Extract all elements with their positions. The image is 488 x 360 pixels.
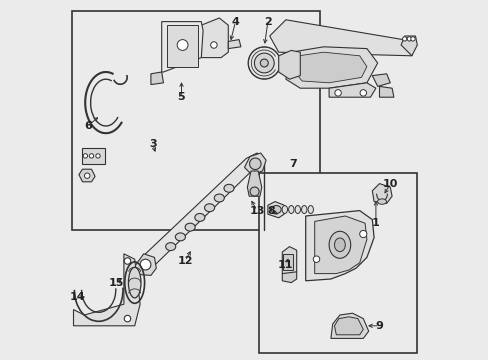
Text: 9: 9 (375, 321, 383, 331)
Ellipse shape (185, 223, 195, 231)
Polygon shape (305, 211, 373, 281)
Polygon shape (201, 18, 228, 58)
Ellipse shape (288, 206, 293, 213)
Ellipse shape (210, 42, 217, 48)
Text: 12: 12 (177, 256, 192, 266)
Text: 14: 14 (69, 292, 85, 302)
Ellipse shape (84, 173, 90, 179)
Polygon shape (400, 36, 416, 56)
Ellipse shape (260, 59, 268, 67)
Polygon shape (379, 86, 393, 97)
Polygon shape (269, 20, 413, 56)
Polygon shape (371, 74, 389, 86)
Ellipse shape (359, 230, 366, 238)
Polygon shape (151, 72, 163, 85)
Ellipse shape (294, 206, 300, 213)
Ellipse shape (214, 194, 224, 202)
Text: 8: 8 (267, 206, 275, 216)
Bar (167, 25, 197, 67)
Ellipse shape (224, 184, 234, 192)
Ellipse shape (334, 238, 345, 252)
Polygon shape (334, 317, 363, 335)
Text: 6: 6 (84, 121, 92, 131)
Ellipse shape (334, 90, 341, 96)
Ellipse shape (410, 37, 414, 41)
Ellipse shape (282, 206, 287, 213)
Polygon shape (328, 83, 375, 97)
Text: 1: 1 (371, 218, 379, 228)
Text: 2: 2 (264, 17, 271, 27)
Ellipse shape (177, 40, 187, 50)
Text: 7: 7 (288, 159, 296, 169)
Polygon shape (73, 254, 140, 326)
Ellipse shape (377, 199, 386, 204)
Ellipse shape (301, 206, 306, 213)
Polygon shape (282, 272, 296, 283)
Text: 13: 13 (249, 206, 264, 216)
Text: 3: 3 (148, 139, 156, 149)
Polygon shape (314, 216, 366, 274)
Ellipse shape (249, 158, 261, 170)
Polygon shape (142, 153, 264, 267)
Polygon shape (162, 22, 203, 72)
Bar (81, 148, 105, 164)
Ellipse shape (270, 206, 281, 213)
Polygon shape (282, 247, 296, 275)
Bar (258, 173, 416, 353)
Ellipse shape (402, 37, 406, 41)
Ellipse shape (249, 187, 259, 196)
Ellipse shape (307, 206, 313, 213)
Polygon shape (330, 313, 368, 338)
Polygon shape (294, 52, 366, 83)
Ellipse shape (140, 259, 151, 270)
Text: 4: 4 (231, 17, 239, 27)
Ellipse shape (89, 154, 94, 158)
Ellipse shape (83, 154, 87, 158)
Ellipse shape (328, 231, 350, 258)
Polygon shape (228, 40, 241, 49)
Polygon shape (134, 254, 156, 275)
Text: 10: 10 (382, 179, 397, 189)
Polygon shape (267, 202, 284, 218)
Polygon shape (278, 50, 300, 79)
Polygon shape (79, 169, 95, 182)
Ellipse shape (165, 243, 175, 251)
Polygon shape (247, 171, 261, 196)
Polygon shape (285, 47, 377, 88)
Ellipse shape (204, 204, 214, 212)
Ellipse shape (175, 233, 185, 241)
Ellipse shape (194, 213, 204, 221)
Ellipse shape (407, 37, 411, 41)
Ellipse shape (359, 90, 366, 96)
Ellipse shape (96, 154, 100, 158)
Ellipse shape (313, 256, 319, 262)
Ellipse shape (124, 315, 130, 322)
Ellipse shape (247, 47, 280, 79)
Text: 11: 11 (278, 260, 293, 270)
Polygon shape (244, 153, 265, 175)
Ellipse shape (254, 53, 274, 73)
Text: 15: 15 (109, 278, 124, 288)
Bar (72, 11, 320, 230)
Ellipse shape (128, 267, 141, 298)
Polygon shape (371, 184, 391, 203)
Bar (283, 254, 293, 270)
Text: 5: 5 (177, 92, 185, 102)
Ellipse shape (124, 258, 130, 264)
